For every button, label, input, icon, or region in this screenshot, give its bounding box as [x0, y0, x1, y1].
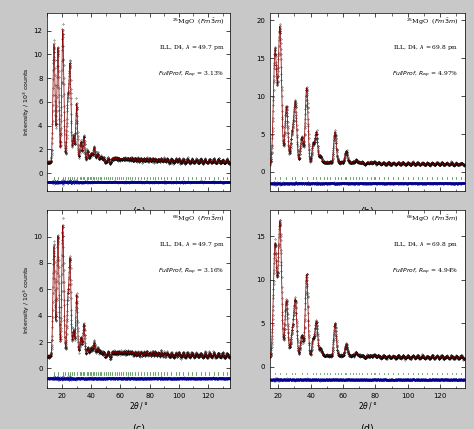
Text: $^{25}$MgO  ($Fm\bar{3}m$): $^{25}$MgO ($Fm\bar{3}m$) [172, 16, 224, 27]
Y-axis label: Intensity / $10^3$ counts: Intensity / $10^3$ counts [22, 67, 32, 136]
X-axis label: $2\theta\,/\,°$: $2\theta\,/\,°$ [129, 401, 148, 411]
Text: ILL, D4, $\lambda$ = 49.7 pm: ILL, D4, $\lambda$ = 49.7 pm [159, 241, 224, 250]
Text: (a): (a) [132, 207, 146, 217]
Text: $^{68}$MgO  ($Fm\bar{3}m$): $^{68}$MgO ($Fm\bar{3}m$) [172, 214, 224, 224]
Text: ILL, D4, $\lambda$ = 49.7 pm: ILL, D4, $\lambda$ = 49.7 pm [159, 43, 224, 52]
Text: ILL, D4, $\lambda$ = 69.8 pm: ILL, D4, $\lambda$ = 69.8 pm [393, 241, 459, 250]
Text: $\mathit{FullProf}$, $R_{wp}$ = 3.13%: $\mathit{FullProf}$, $R_{wp}$ = 3.13% [158, 70, 224, 80]
Text: $\mathit{FullProf}$, $R_{wp}$ = 4.97%: $\mathit{FullProf}$, $R_{wp}$ = 4.97% [392, 70, 459, 80]
Text: (c): (c) [132, 424, 145, 429]
Text: ILL, D4, $\lambda$ = 69.8 pm: ILL, D4, $\lambda$ = 69.8 pm [393, 43, 459, 52]
Text: (d): (d) [360, 424, 374, 429]
Text: $^{25}$MgO  ($Fm\bar{3}m$): $^{25}$MgO ($Fm\bar{3}m$) [406, 16, 459, 27]
Text: $\mathit{FullProf}$, $R_{wp}$ = 4.94%: $\mathit{FullProf}$, $R_{wp}$ = 4.94% [392, 267, 459, 278]
Text: $\mathit{FullProf}$, $R_{wp}$ = 3.16%: $\mathit{FullProf}$, $R_{wp}$ = 3.16% [158, 267, 224, 278]
Text: $^{68}$MgO  ($Fm\bar{3}m$): $^{68}$MgO ($Fm\bar{3}m$) [406, 214, 459, 224]
Y-axis label: Intensity / $10^3$ counts: Intensity / $10^3$ counts [22, 265, 32, 334]
X-axis label: $2\theta\,/\,°$: $2\theta\,/\,°$ [357, 401, 377, 411]
Text: (b): (b) [360, 207, 374, 217]
